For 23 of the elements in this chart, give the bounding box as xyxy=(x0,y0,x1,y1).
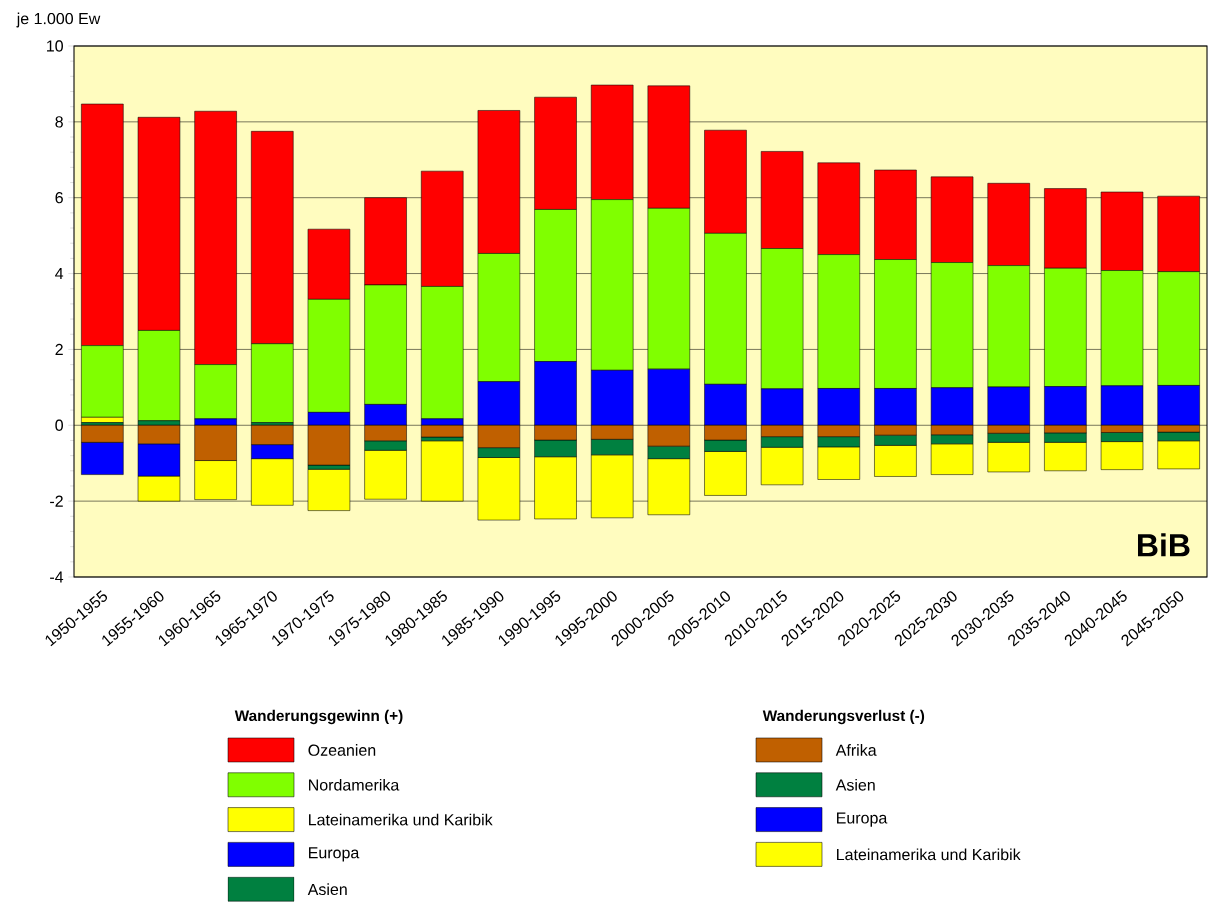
text: Wanderungsgewinn (+) xyxy=(234,709,403,725)
y-tick-label: 4 xyxy=(55,268,64,280)
y-tick-label: 10 xyxy=(47,40,63,52)
bar xyxy=(307,469,351,511)
legend-label: Ozeanien xyxy=(308,744,376,756)
y-axis-title: je 1.000 Ew xyxy=(16,12,101,28)
legend-label: Afrika xyxy=(835,744,877,756)
legend-label: Lateinamerika und Karibik xyxy=(309,813,493,826)
y-tick-label: 6 xyxy=(55,192,63,204)
legend-label: Lateinamerika und Karibik xyxy=(837,848,1021,861)
legend-label: Asien xyxy=(835,778,875,791)
y-tick-label: 2 xyxy=(55,343,63,355)
bar xyxy=(421,440,464,502)
text: Wanderungsverlust (-) xyxy=(762,709,925,725)
y-tick-label: -4 xyxy=(50,571,64,583)
y-tick-label: 0 xyxy=(55,419,63,431)
y-tick-label: 8 xyxy=(55,116,63,128)
legend-label: Europa xyxy=(837,812,888,827)
legend-label: Nordamerika xyxy=(309,778,400,791)
legend-label: Europa xyxy=(309,847,360,862)
legend-label: Asien xyxy=(307,883,347,896)
y-tick-label: -2 xyxy=(50,495,63,507)
annotation: BiB xyxy=(1138,533,1190,557)
